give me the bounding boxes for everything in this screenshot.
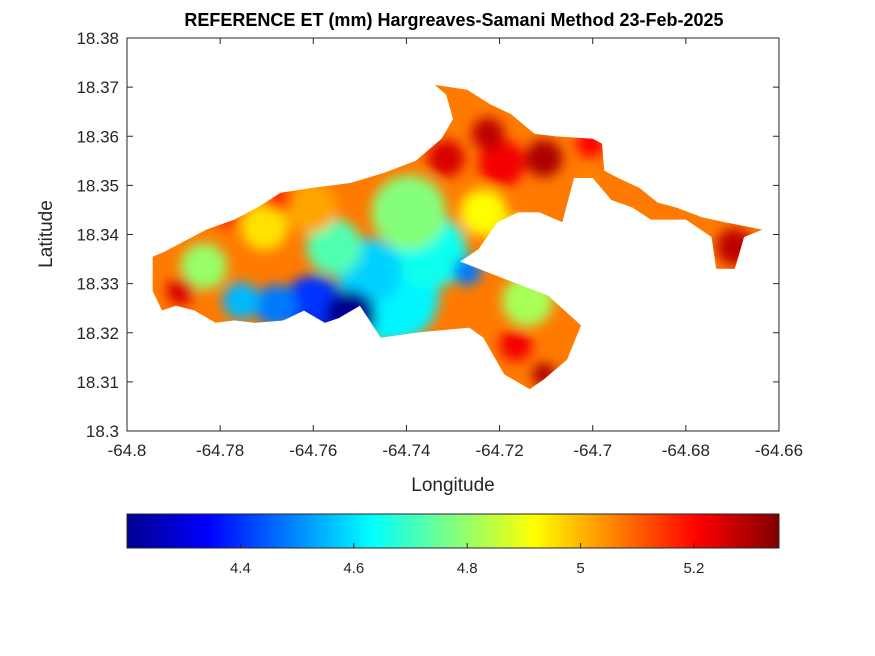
x-tick-label: -64.78 — [196, 441, 244, 460]
colorbar-tick-label: 5.2 — [684, 560, 705, 577]
plot-area: -64.8 -64.78 -64.76 -64.74 -64.72 -64.7 -64.68… — [76, 29, 803, 460]
et-value-blob — [241, 203, 288, 251]
x-tick-label: -64.74 — [382, 441, 430, 460]
colorbar-gradient — [126, 513, 780, 549]
et-value-blob — [478, 140, 526, 187]
x-tick-label: -64.76 — [289, 441, 337, 460]
y-tick-label: 18.37 — [76, 78, 119, 97]
et-value-blob — [471, 117, 505, 151]
x-tick-label: -64.66 — [755, 441, 803, 460]
x-tick-label: -64.72 — [475, 441, 523, 460]
colorbar-tick-label: 5 — [576, 560, 584, 577]
et-value-blob — [180, 243, 228, 290]
colorbar-tick-label: 4.4 — [230, 560, 251, 577]
colorbar: 4.4 4.6 4.8 5 5.2 — [126, 513, 780, 577]
et-value-blob — [499, 328, 533, 362]
et-value-blob — [427, 139, 465, 177]
plot-title: REFERENCE ET (mm) Hargreaves-Samani Meth… — [184, 10, 723, 30]
colorbar-tick-label: 4.8 — [457, 560, 478, 577]
colorbar-ticks: 4.4 4.6 4.8 5 5.2 — [230, 543, 704, 577]
y-tick-label: 18.33 — [76, 275, 119, 294]
et-value-blob — [525, 139, 563, 177]
et-value-blob — [371, 175, 447, 250]
y-tick-label: 18.32 — [76, 324, 119, 343]
et-value-blob — [255, 284, 297, 327]
x-tick-label: -64.7 — [573, 441, 612, 460]
x-tick-label: -64.8 — [108, 441, 147, 460]
et-value-blob — [222, 282, 260, 320]
colorbar-tick-label: 4.6 — [343, 560, 364, 577]
y-ticks: 18.3 18.31 18.32 18.33 18.34 18.35 18.36 18.37 1… — [76, 29, 779, 441]
y-tick-label: 18.31 — [76, 373, 119, 392]
x-ticks: -64.8 -64.78 -64.76 -64.74 -64.72 -64.7 -64.68… — [108, 38, 803, 460]
y-tick-label: 18.35 — [76, 176, 119, 195]
x-tick-label: -64.68 — [662, 441, 710, 460]
et-value-blob — [285, 181, 337, 234]
et-value-blob — [306, 218, 363, 275]
y-tick-label: 18.34 — [76, 226, 119, 245]
y-tick-label: 18.3 — [86, 422, 119, 441]
y-tick-label: 18.38 — [76, 29, 119, 48]
y-tick-label: 18.36 — [76, 127, 119, 146]
et-value-blob — [166, 277, 195, 305]
x-axis-label: Longitude — [411, 475, 494, 496]
y-axis-label: Latitude — [36, 200, 57, 268]
